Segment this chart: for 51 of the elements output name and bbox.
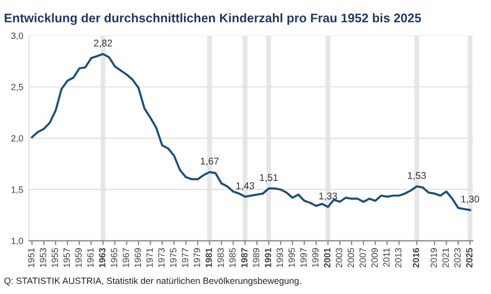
x-tick-label: 2007 [360,248,366,268]
annotation: 1,51 [260,174,278,182]
x-tick-label: 1983 [217,248,224,268]
annotation: 1,43 [236,182,254,190]
x-tick-label: 2025 [466,248,472,268]
x-tick-label: 1957 [64,248,70,268]
x-tick-label: 1961 [87,248,94,268]
chart-title: Entwicklung der durchschnittlichen Kinderzahl pro Frau 1952 bis 2025 [4,13,422,25]
annotation: 1,30 [461,196,480,204]
x-tick-label: 2016 [412,248,420,268]
x-tick-label: 1955 [52,248,58,268]
x-tick-label: 1975 [170,248,176,268]
x-tick-label: 1991 [264,248,272,268]
y-tick-label: 2,0 [11,135,24,143]
x-tick-label: 1981 [206,248,212,268]
x-tick-label: 2019 [430,248,437,268]
x-tick-label: 1969 [134,248,141,268]
annotation: 1,33 [319,192,337,201]
annotation: 1,53 [408,172,426,180]
y-tick-label: 1,5 [12,186,24,194]
x-tick-label: 1967 [122,248,130,268]
x-tick-label: 2005 [348,248,354,268]
x-tick-label: 1985 [229,248,236,268]
y-tick-label: 1,0 [12,238,24,246]
x-tick-label: 2009 [371,248,378,268]
text: Q: STATISTIK AUSTRIA, Statistik der natürlichen Bevölkerungsbewegung. [4,277,301,286]
x-tick-label: 1995 [288,248,295,268]
x-tick-label: 2011 [383,248,390,267]
x-tick-label: 1973 [158,248,165,268]
annotation: 2,82 [94,40,112,48]
x-tick-label: 1959 [75,248,82,268]
x-tick-label: 2023 [454,248,461,268]
x-tick-label: 1997 [300,248,307,268]
x-tick-label: 1999 [312,248,319,268]
x-tick-label: 1965 [110,248,118,268]
x-tick-label: 1993 [276,248,284,268]
x-tick-label: 1971 [146,248,153,268]
x-tick-label: 1989 [252,248,260,268]
annotation: 1,67 [200,158,219,166]
x-tick-label: 2001 [324,248,330,268]
x-tick-label: 1979 [194,248,200,268]
x-tick-label: 1951 [28,248,34,268]
y-tick-label: 3,0 [11,32,24,40]
y-tick-label: 2,5 [11,84,24,92]
x-tick-label: 1963 [99,248,106,268]
x-tick-label: 2003 [336,248,342,268]
x-tick-label: 1977 [182,248,188,268]
x-tick-label: 2013 [395,248,402,268]
x-tick-label: 2021 [442,248,449,268]
x-tick-label: 1953 [40,248,46,268]
x-tick-label: 1987 [241,248,248,268]
